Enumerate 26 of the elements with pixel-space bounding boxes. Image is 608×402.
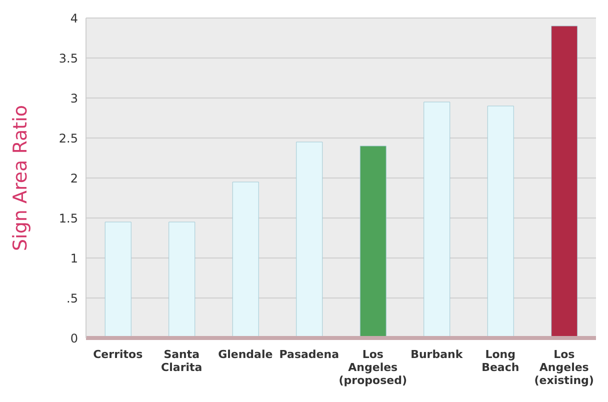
y-tick-label: .5	[66, 291, 78, 306]
y-axis-title: Sign Area Ratio	[10, 104, 32, 252]
x-tick-label: Burbank	[410, 348, 464, 361]
y-tick-label: 2.5	[58, 131, 78, 146]
y-tick-label: 1.5	[58, 211, 78, 226]
y-tick-label: 3.5	[58, 51, 78, 66]
bar	[296, 142, 323, 338]
x-tick-label: Long Beach	[482, 348, 520, 374]
x-tick-label: Los Angeles (existing)	[534, 348, 594, 387]
bar	[168, 222, 196, 338]
x-tick-label: Pasadena	[279, 348, 339, 361]
bar	[551, 26, 578, 338]
y-tick-label: 1	[70, 251, 78, 266]
bar	[232, 182, 259, 338]
y-tick-label: 3	[70, 91, 78, 106]
x-tick-label: Glendale	[218, 348, 273, 361]
x-tick-label: Los Angeles (proposed)	[338, 348, 407, 387]
y-tick-label: 0	[70, 331, 78, 346]
bar	[424, 102, 450, 338]
y-tick-label: 4	[70, 11, 78, 26]
y-tick-label: 2	[70, 171, 78, 186]
bar	[360, 146, 386, 338]
bar	[104, 222, 132, 338]
x-tick-label: Santa Clarita	[161, 348, 202, 374]
bar	[487, 106, 514, 338]
x-tick-label: Cerritos	[93, 348, 144, 361]
